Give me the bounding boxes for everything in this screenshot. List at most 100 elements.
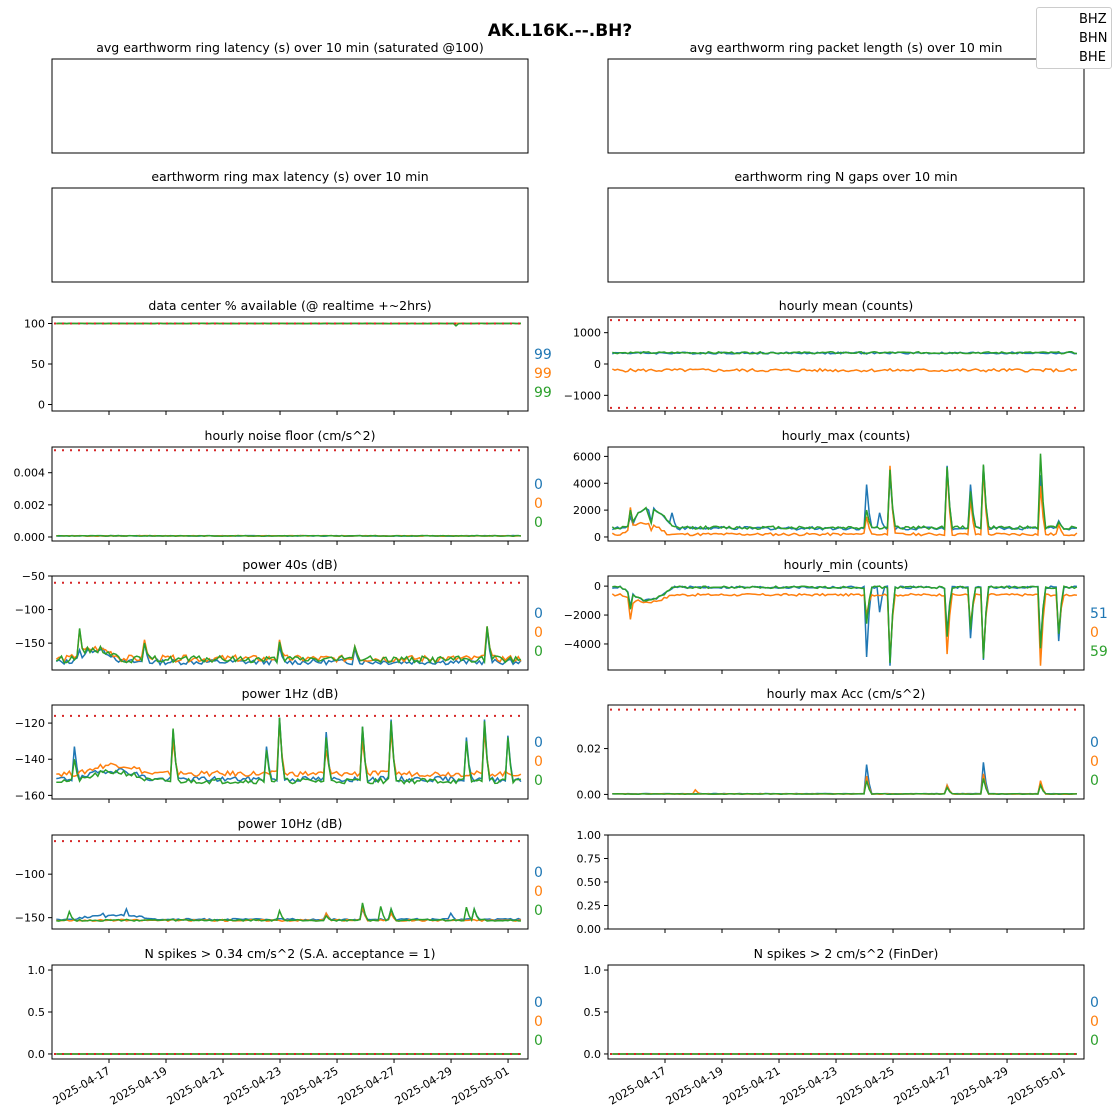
axes-frame-p00 bbox=[51, 58, 529, 154]
right-label-bhn-p40: 0 bbox=[534, 625, 543, 641]
y-tick-label-p61-1: 0.25 bbox=[577, 900, 602, 913]
panel-title-p30: hourly noise floor (cm/s^2) bbox=[205, 428, 376, 443]
y-tick-label-p61-2: 0.50 bbox=[577, 876, 602, 889]
y-tick-label-p30-0: 0.000 bbox=[14, 531, 46, 544]
y-tick-label-p61-4: 1.00 bbox=[577, 829, 602, 842]
y-tick-label-p70-1: 0.5 bbox=[28, 1006, 46, 1019]
x-tick-label-p70-5: 2025-04-27 bbox=[336, 1064, 398, 1107]
y-tick-label-p41-1: −2000 bbox=[564, 609, 601, 622]
right-label-bhn-p60: 0 bbox=[534, 884, 543, 900]
y-tick-label-p31-1: 2000 bbox=[573, 504, 601, 517]
panel-p10: earthworm ring max latency (s) over 10 m… bbox=[51, 169, 529, 283]
panel-title-p51: hourly max Acc (cm/s^2) bbox=[767, 686, 926, 701]
x-tick-label-p71-1: 2025-04-19 bbox=[664, 1064, 726, 1107]
x-tick-label-p71-7: 2025-05-01 bbox=[1006, 1064, 1068, 1107]
y-tick-label-p41-2: 0 bbox=[594, 580, 601, 593]
right-label-bhn-p70: 0 bbox=[534, 1014, 543, 1030]
y-tick-label-p71-0: 0.0 bbox=[584, 1048, 602, 1061]
series-line-bhe-p60 bbox=[56, 902, 521, 923]
x-tick-label-p70-4: 2025-04-25 bbox=[279, 1064, 341, 1107]
x-tick-label-p71-6: 2025-04-29 bbox=[949, 1064, 1011, 1107]
right-label-bhe-p40: 0 bbox=[534, 644, 543, 660]
y-tick-label-p61-3: 0.75 bbox=[577, 853, 602, 866]
panel-title-p40: power 40s (dB) bbox=[242, 557, 337, 572]
right-label-bhz-p60: 0 bbox=[534, 865, 543, 881]
series-line-bhe-p20 bbox=[56, 322, 521, 327]
y-tick-label-p70-0: 0.0 bbox=[28, 1048, 46, 1061]
right-label-bhz-p71: 0 bbox=[1090, 995, 1099, 1011]
y-tick-label-p21-0: −1000 bbox=[564, 389, 601, 402]
panel-p30: hourly noise floor (cm/s^2) 0.000 0.002 0.0… bbox=[14, 428, 543, 545]
series-line-bhz-p40 bbox=[55, 629, 522, 667]
y-tick-label-p20-0: 0 bbox=[38, 399, 45, 412]
legend-item-bhn: BHN bbox=[1037, 30, 1111, 49]
x-tick-label-p71-5: 2025-04-27 bbox=[892, 1064, 954, 1107]
panel-p41: hourly_min (counts) −4000 −2000 0 51 0 59 bbox=[564, 557, 1108, 674]
panel-p50: power 1Hz (dB) −160 −140 −120 0 0 0 bbox=[15, 686, 543, 803]
y-tick-label-p30-1: 0.002 bbox=[14, 499, 46, 512]
y-tick-label-p31-2: 4000 bbox=[573, 477, 601, 490]
panel-p40: power 40s (dB) −150 −100 −50 0 0 0 bbox=[15, 557, 543, 674]
figure-title: AK.L16K.--.BH? bbox=[488, 21, 633, 41]
panel-title-p60: power 10Hz (dB) bbox=[238, 816, 343, 831]
axes-frame-p20 bbox=[51, 316, 529, 412]
series-line-bhe-p51 bbox=[612, 778, 1077, 795]
right-label-bhe-p41: 59 bbox=[1090, 644, 1108, 660]
legend-label-bhe: BHE bbox=[1079, 50, 1106, 65]
y-tick-label-p50-1: −140 bbox=[15, 753, 45, 766]
y-tick-label-p60-0: −150 bbox=[15, 912, 45, 925]
right-label-bhn-p41: 0 bbox=[1090, 625, 1099, 641]
right-label-bhz-p70: 0 bbox=[534, 995, 543, 1011]
y-tick-label-p51-0: 0.00 bbox=[577, 788, 602, 801]
axes-frame-p40 bbox=[51, 575, 529, 671]
panel-p60: power 10Hz (dB) −150 −100 0 0 0 bbox=[15, 816, 543, 933]
panel-p70: N spikes > 0.34 cm/s^2 (S.A. acceptance … bbox=[28, 946, 543, 1108]
right-label-bhz-p50: 0 bbox=[534, 735, 543, 751]
right-label-bhn-p51: 0 bbox=[1090, 754, 1099, 770]
x-tick-label-p71-0: 2025-04-17 bbox=[607, 1064, 669, 1107]
panel-title-p10: earthworm ring max latency (s) over 10 m… bbox=[151, 169, 428, 184]
series-line-bhn-p21 bbox=[611, 367, 1077, 373]
panel-title-p71: N spikes > 2 cm/s^2 (FinDer) bbox=[754, 946, 939, 961]
panel-p20: data center % available (@ realtime +~2h… bbox=[24, 298, 552, 415]
series-line-bhn-p41 bbox=[611, 592, 1078, 666]
panel-title-p01: avg earthworm ring packet length (s) ove… bbox=[690, 40, 1003, 55]
x-tick-label-p70-2: 2025-04-21 bbox=[165, 1064, 227, 1107]
x-tick-label-p71-3: 2025-04-23 bbox=[778, 1064, 840, 1107]
right-label-bhz-p20: 99 bbox=[534, 347, 552, 363]
series-line-bhe-p40 bbox=[55, 626, 522, 665]
axes-frame-p41 bbox=[607, 575, 1085, 671]
right-label-bhe-p30: 0 bbox=[534, 515, 543, 531]
series-line-bhz-p41 bbox=[612, 585, 1077, 666]
axes-frame-p70 bbox=[51, 964, 529, 1060]
series-line-bhz-p50 bbox=[56, 717, 522, 784]
series-line-bhz-p31 bbox=[611, 465, 1077, 532]
y-tick-label-p70-2: 1.0 bbox=[28, 964, 46, 977]
series-line-bhn-p31 bbox=[611, 465, 1078, 537]
right-label-bhz-p40: 0 bbox=[534, 606, 543, 622]
series-line-bhe-p41 bbox=[612, 585, 1078, 663]
panel-p51: hourly max Acc (cm/s^2) 0.00 0.02 0 0 0 bbox=[577, 686, 1099, 803]
series-line-bhe-p31 bbox=[611, 453, 1078, 531]
right-label-bhe-p20: 99 bbox=[534, 385, 552, 401]
panel-title-p31: hourly_max (counts) bbox=[782, 428, 911, 443]
y-tick-label-p30-2: 0.004 bbox=[14, 467, 46, 480]
x-tick-label-p70-0: 2025-04-17 bbox=[51, 1064, 113, 1107]
axes-frame-p30 bbox=[51, 446, 529, 542]
y-tick-label-p40-2: −50 bbox=[22, 570, 45, 583]
legend: BHZ BHN BHE bbox=[1036, 7, 1112, 69]
y-tick-label-p50-0: −160 bbox=[15, 789, 45, 802]
axes-frame-p10 bbox=[51, 187, 529, 283]
x-tick-label-p70-3: 2025-04-23 bbox=[222, 1064, 284, 1107]
y-tick-label-p21-2: 1000 bbox=[573, 327, 601, 340]
right-label-bhe-p71: 0 bbox=[1090, 1033, 1099, 1049]
right-label-bhe-p70: 0 bbox=[534, 1033, 543, 1049]
panel-p71: N spikes > 2 cm/s^2 (FinDer) 0.0 0.5 1.0 202… bbox=[584, 946, 1099, 1108]
x-tick-label-p70-1: 2025-04-19 bbox=[108, 1064, 170, 1107]
right-label-bhz-p51: 0 bbox=[1090, 735, 1099, 751]
panels: avg earthworm ring latency (s) over 10 m… bbox=[14, 40, 1108, 1108]
y-tick-label-p31-3: 6000 bbox=[573, 450, 601, 463]
right-label-bhn-p20: 99 bbox=[534, 366, 552, 382]
series-line-bhz-p51 bbox=[612, 762, 1077, 795]
